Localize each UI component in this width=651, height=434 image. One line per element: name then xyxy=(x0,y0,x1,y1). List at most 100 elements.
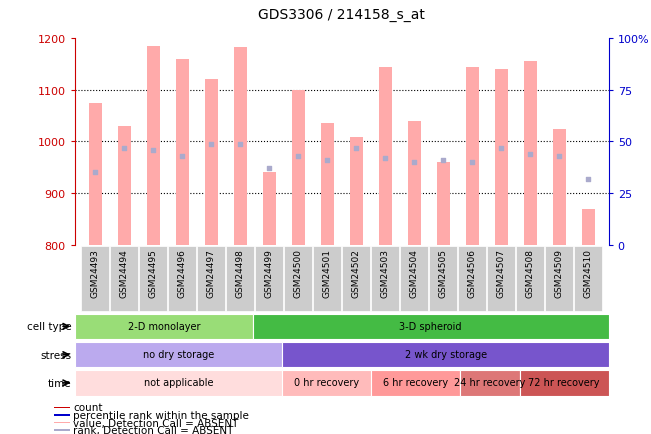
Bar xyxy=(292,91,305,245)
FancyBboxPatch shape xyxy=(75,342,283,368)
Point xyxy=(351,145,361,152)
Text: 3-D spheroid: 3-D spheroid xyxy=(400,321,462,331)
Bar xyxy=(321,124,334,245)
Point xyxy=(322,157,333,164)
FancyBboxPatch shape xyxy=(227,247,254,311)
Text: cell type: cell type xyxy=(27,322,72,332)
Point xyxy=(438,157,449,164)
Text: stress: stress xyxy=(40,350,72,360)
Text: time: time xyxy=(48,378,72,388)
Bar xyxy=(582,209,595,245)
Bar xyxy=(118,127,131,245)
Point xyxy=(583,176,594,183)
FancyBboxPatch shape xyxy=(253,314,609,339)
Text: GSM24505: GSM24505 xyxy=(439,249,448,297)
Point xyxy=(496,145,506,152)
Bar xyxy=(54,414,70,416)
FancyBboxPatch shape xyxy=(283,342,609,368)
Text: GSM24500: GSM24500 xyxy=(294,249,303,297)
Text: count: count xyxy=(73,402,103,412)
Text: GSM24494: GSM24494 xyxy=(120,249,129,297)
FancyBboxPatch shape xyxy=(313,247,341,311)
FancyBboxPatch shape xyxy=(460,370,519,396)
Point xyxy=(264,165,275,172)
FancyBboxPatch shape xyxy=(139,247,167,311)
FancyBboxPatch shape xyxy=(342,247,370,311)
Text: percentile rank within the sample: percentile rank within the sample xyxy=(73,410,249,420)
Point xyxy=(148,147,158,154)
FancyBboxPatch shape xyxy=(519,370,609,396)
Bar xyxy=(176,59,189,245)
Point xyxy=(525,151,536,158)
Text: 6 hr recovery: 6 hr recovery xyxy=(383,378,449,388)
Point xyxy=(235,141,245,148)
Bar xyxy=(54,422,70,423)
Text: not applicable: not applicable xyxy=(144,378,214,388)
Text: GSM24507: GSM24507 xyxy=(497,249,506,297)
Text: GSM24499: GSM24499 xyxy=(265,249,273,297)
Point xyxy=(206,141,216,148)
Bar xyxy=(54,407,70,408)
Text: 0 hr recovery: 0 hr recovery xyxy=(294,378,359,388)
Text: value, Detection Call = ABSENT: value, Detection Call = ABSENT xyxy=(73,418,238,427)
FancyBboxPatch shape xyxy=(458,247,486,311)
Text: GSM24495: GSM24495 xyxy=(148,249,158,297)
Point xyxy=(177,153,187,160)
Bar xyxy=(437,163,450,245)
Text: GSM24496: GSM24496 xyxy=(178,249,187,297)
Text: 24 hr recovery: 24 hr recovery xyxy=(454,378,526,388)
Text: GSM24508: GSM24508 xyxy=(526,249,535,297)
Bar xyxy=(524,62,537,245)
FancyBboxPatch shape xyxy=(371,247,399,311)
FancyBboxPatch shape xyxy=(255,247,283,311)
Text: GSM24504: GSM24504 xyxy=(410,249,419,297)
Point xyxy=(409,159,419,166)
Bar xyxy=(408,122,421,245)
Bar xyxy=(350,138,363,245)
Text: GSM24506: GSM24506 xyxy=(468,249,477,297)
Text: 2 wk dry storage: 2 wk dry storage xyxy=(404,349,487,359)
FancyBboxPatch shape xyxy=(574,247,602,311)
Bar xyxy=(553,129,566,245)
Text: rank, Detection Call = ABSENT: rank, Detection Call = ABSENT xyxy=(73,425,234,434)
FancyBboxPatch shape xyxy=(283,370,372,396)
FancyBboxPatch shape xyxy=(516,247,544,311)
FancyBboxPatch shape xyxy=(400,247,428,311)
Point xyxy=(380,155,391,162)
FancyBboxPatch shape xyxy=(75,314,253,339)
Point xyxy=(293,153,303,160)
Text: 2-D monolayer: 2-D monolayer xyxy=(128,321,200,331)
FancyBboxPatch shape xyxy=(168,247,196,311)
Text: GSM24493: GSM24493 xyxy=(90,249,100,297)
FancyBboxPatch shape xyxy=(81,247,109,311)
FancyBboxPatch shape xyxy=(284,247,312,311)
FancyBboxPatch shape xyxy=(197,247,225,311)
Bar xyxy=(146,47,159,245)
Text: GSM24498: GSM24498 xyxy=(236,249,245,297)
FancyBboxPatch shape xyxy=(488,247,516,311)
Text: GSM24502: GSM24502 xyxy=(352,249,361,297)
FancyBboxPatch shape xyxy=(546,247,574,311)
Text: GSM24510: GSM24510 xyxy=(584,249,593,297)
Bar xyxy=(89,103,102,245)
Text: GDS3306 / 214158_s_at: GDS3306 / 214158_s_at xyxy=(258,8,425,22)
FancyBboxPatch shape xyxy=(430,247,457,311)
Bar xyxy=(204,80,217,245)
Text: no dry storage: no dry storage xyxy=(143,349,214,359)
Point xyxy=(90,170,100,177)
FancyBboxPatch shape xyxy=(110,247,138,311)
Bar xyxy=(234,48,247,245)
Bar xyxy=(495,70,508,245)
Point xyxy=(554,153,564,160)
Bar xyxy=(379,67,392,245)
Point xyxy=(119,145,130,152)
Text: GSM24497: GSM24497 xyxy=(207,249,215,297)
Text: GSM24509: GSM24509 xyxy=(555,249,564,297)
Text: 72 hr recovery: 72 hr recovery xyxy=(529,378,600,388)
FancyBboxPatch shape xyxy=(372,370,460,396)
Bar xyxy=(54,429,70,431)
Bar xyxy=(263,173,276,245)
Text: GSM24503: GSM24503 xyxy=(381,249,390,297)
FancyBboxPatch shape xyxy=(75,370,283,396)
Point xyxy=(467,159,478,166)
